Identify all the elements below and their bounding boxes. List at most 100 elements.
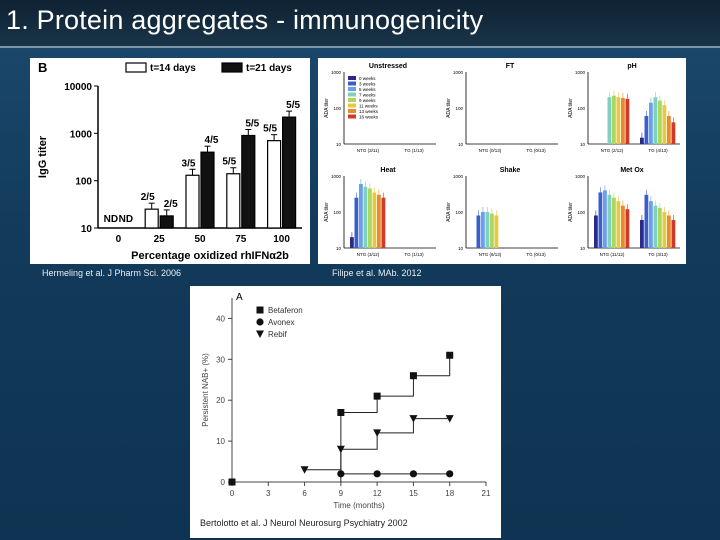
subplot-title: Shake: [500, 167, 521, 174]
bar: [359, 183, 363, 248]
y-tick-label: 100: [333, 106, 341, 111]
series-line: [340, 355, 451, 482]
bar: [644, 194, 649, 248]
legend-label: Rebif: [268, 330, 287, 339]
x-tick-label: 9: [339, 489, 344, 498]
data-point: [446, 351, 454, 359]
x-tick-label: 0: [116, 234, 122, 245]
x-tick-label: 3: [266, 489, 271, 498]
data-point: [337, 470, 345, 478]
group-label: TG (0/13): [526, 252, 546, 257]
legend-label: 11 weeks: [359, 104, 378, 109]
bar: [625, 98, 630, 144]
bar: [640, 137, 644, 144]
bar: [640, 219, 644, 248]
x-tick-label: 15: [409, 489, 418, 498]
legend-marker: [256, 330, 264, 338]
bar: [200, 151, 215, 229]
bar: [667, 215, 671, 248]
legend-swatch: [348, 81, 356, 86]
legend-swatch: [348, 92, 356, 97]
y-tick-label: 40: [216, 314, 225, 323]
legend-label: 5 weeks: [359, 87, 376, 92]
y-tick-label: 1000: [575, 70, 586, 75]
y-tick-label: 100: [333, 210, 341, 215]
data-point: [373, 392, 381, 400]
bar: [653, 97, 658, 144]
bar: [368, 188, 372, 248]
subplot-title: Heat: [380, 167, 396, 174]
x-axis-label: Percentage oxidized rhIFNα2b: [131, 250, 289, 262]
y-tick-label: 10: [458, 142, 464, 147]
x-tick-label: 18: [445, 489, 454, 498]
bar: [226, 173, 241, 229]
y-tick-label: 1000: [453, 70, 464, 75]
bar: [594, 215, 598, 248]
subplot-title: FT: [506, 63, 515, 70]
data-point: [409, 372, 417, 380]
bar: [354, 197, 359, 248]
legend-swatch: [348, 103, 356, 108]
bar-data-label: 5/5: [286, 100, 300, 111]
bar: [485, 212, 490, 248]
y-tick-label: 10: [580, 246, 586, 251]
data-point: [446, 470, 454, 478]
y-tick-label: 100: [455, 210, 463, 215]
legend-marker: [256, 306, 264, 314]
x-tick-label: 50: [194, 234, 206, 245]
bar: [607, 194, 612, 248]
group-label: NTG (3/12): [357, 252, 380, 257]
y-tick-label: 1000: [331, 174, 342, 179]
panel-label: B: [38, 60, 47, 75]
y-axis-label: ADA titer: [324, 98, 330, 118]
y-axis-label: Persistent NAB+ (%): [201, 353, 210, 427]
series-line: [304, 418, 450, 471]
x-tick-label: 21: [482, 489, 491, 498]
bar: [671, 122, 676, 144]
bar: [267, 140, 282, 229]
bar: [490, 213, 494, 248]
legend-swatch: [348, 114, 356, 119]
y-tick-label: 100: [577, 106, 585, 111]
group-label: NTG (0/13): [479, 148, 502, 153]
legend-swatch: [348, 76, 356, 80]
bar-data-label: 4/5: [205, 135, 219, 146]
x-tick-label: 12: [373, 489, 382, 498]
x-tick-label: 75: [235, 234, 247, 245]
bar-data-label: ND: [104, 214, 118, 225]
bar: [185, 174, 200, 229]
bar: [603, 190, 607, 248]
y-tick-label: 100: [455, 106, 463, 111]
caption-bottom: Bertolotto et al. J Neurol Neurosurg Psy…: [200, 518, 408, 528]
y-tick-label: 10: [458, 246, 464, 251]
bar-data-label: 2/5: [164, 199, 178, 210]
bar: [621, 97, 625, 144]
legend-label: 7 weeks: [359, 93, 376, 98]
x-tick-label: 25: [154, 234, 166, 245]
bar-data-label: 5/5: [263, 124, 277, 135]
group-label: TG (3/13): [648, 252, 668, 257]
y-tick-label: 100: [577, 210, 585, 215]
bar: [241, 134, 256, 229]
legend-swatch: [348, 109, 356, 113]
group-label: NTG (11/12): [600, 252, 625, 257]
subplot-title: Unstressed: [369, 63, 407, 70]
bar-data-label: 5/5: [245, 118, 259, 129]
bar: [481, 212, 485, 248]
data-point: [409, 470, 418, 478]
group-label: NTG (3/11): [357, 148, 380, 153]
bar: [372, 192, 377, 248]
bar: [653, 205, 658, 248]
y-axis-label: ADA titer: [568, 202, 574, 222]
y-tick-label: 10: [336, 142, 342, 147]
group-label: TG (4/13): [648, 148, 668, 153]
y-tick-label: 100: [75, 177, 92, 188]
bar: [625, 209, 630, 248]
title-bar: 1. Protein aggregates - immunogenicity: [0, 0, 720, 48]
bar: [667, 115, 671, 144]
bar-data-label: 5/5: [222, 157, 236, 168]
data-point: [373, 470, 381, 478]
bar: [658, 100, 662, 144]
y-tick-label: 10: [216, 437, 225, 446]
y-axis-label: ADA titer: [446, 202, 452, 222]
